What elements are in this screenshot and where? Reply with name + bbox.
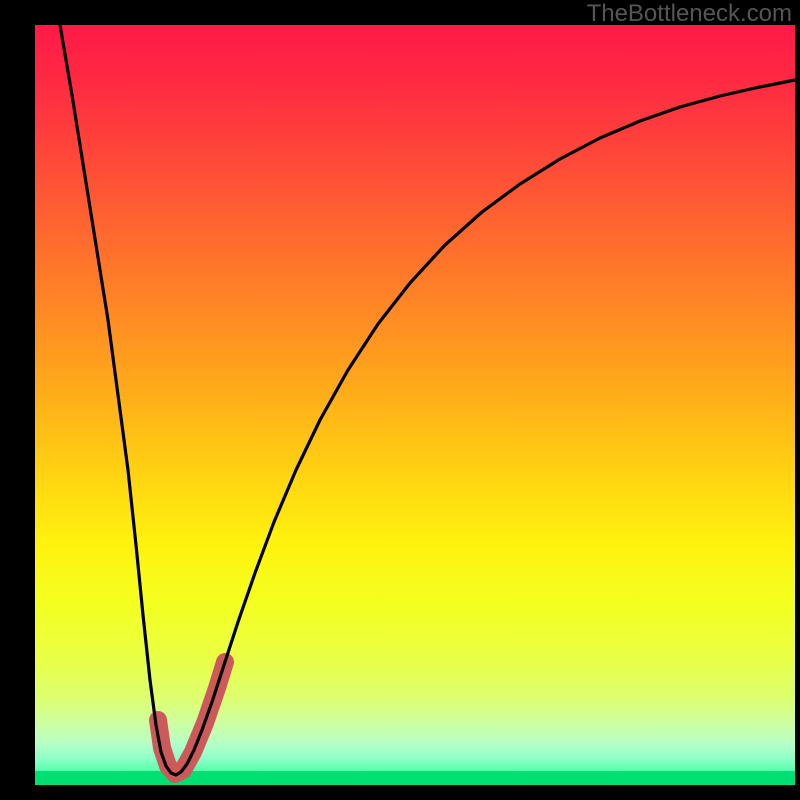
chart-frame: [35, 25, 795, 785]
watermark-text: TheBottleneck.com: [587, 0, 792, 28]
bottleneck-curve-chart: [35, 25, 795, 785]
green-bottom-band: [35, 771, 795, 785]
